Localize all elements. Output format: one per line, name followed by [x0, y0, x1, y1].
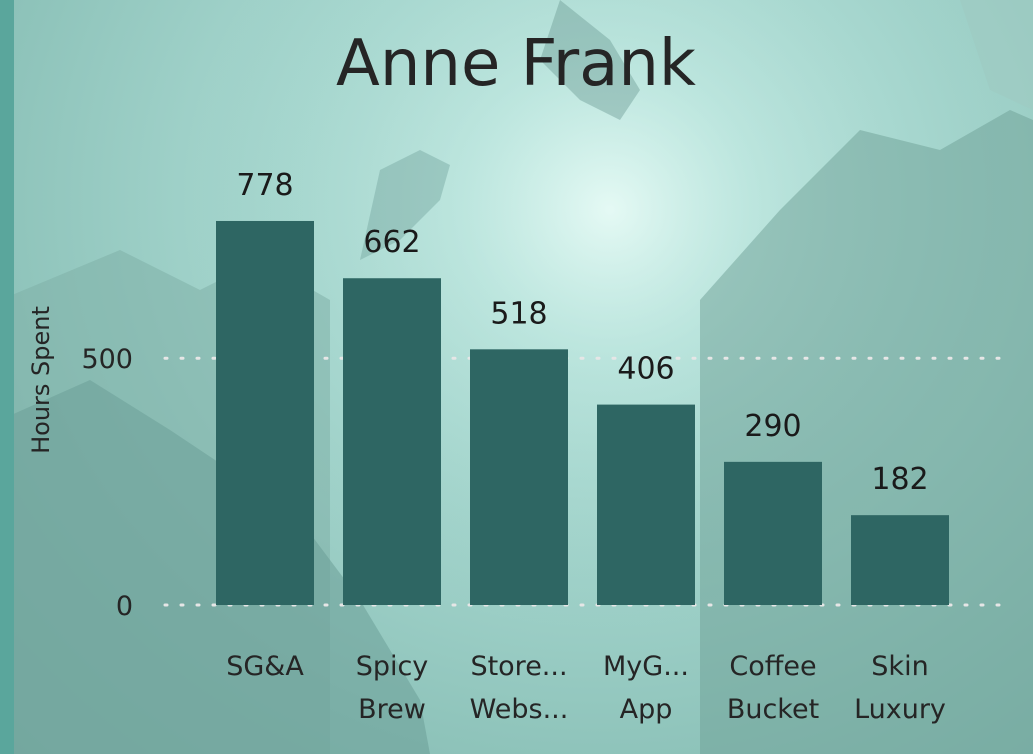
- y-axis-ticks: 0 500: [81, 344, 133, 622]
- category-label-1-line-0: Spicy: [356, 651, 429, 682]
- category-label-4-line-1: Bucket: [727, 694, 819, 725]
- bar-4: [724, 461, 822, 605]
- data-label-1: 662: [363, 225, 420, 260]
- data-labels: 778 662 518 406 290 182: [236, 168, 928, 497]
- category-label-1: Spicy Brew: [356, 651, 429, 725]
- category-label-2-line-1: Webs...: [470, 694, 569, 725]
- category-label-2: Store... Webs...: [470, 651, 569, 725]
- y-axis-title: Hours Spent: [27, 306, 55, 454]
- category-label-0: SG&A: [226, 651, 304, 682]
- data-label-4: 290: [744, 409, 801, 444]
- bar-3: [597, 404, 695, 605]
- bars: [216, 220, 949, 606]
- category-label-3-line-0: MyG...: [603, 651, 689, 682]
- category-label-1-line-1: Brew: [358, 694, 426, 725]
- category-label-4: Coffee Bucket: [727, 651, 819, 725]
- y-tick-label-1: 500: [81, 344, 133, 375]
- category-label-4-line-0: Coffee: [729, 651, 816, 682]
- category-label-5-line-1: Luxury: [854, 694, 946, 725]
- data-label-2: 518: [490, 296, 547, 331]
- x-axis-labels: SG&A Spicy Brew Store... Webs... MyG... App Cof…: [226, 651, 946, 725]
- data-label-5: 182: [871, 462, 928, 497]
- y-tick-label-0: 0: [116, 591, 133, 622]
- category-label-5: Skin Luxury: [854, 651, 946, 725]
- chart-title: Anne Frank: [336, 27, 696, 101]
- category-label-2-line-0: Store...: [470, 651, 567, 682]
- gridlines: [163, 356, 1005, 607]
- category-label-5-line-0: Skin: [871, 651, 928, 682]
- bar-0: [216, 220, 314, 606]
- bar-2: [470, 349, 568, 605]
- category-label-3-line-1: App: [620, 694, 673, 725]
- data-label-3: 406: [617, 352, 674, 387]
- bar-1: [343, 278, 441, 605]
- bar-5: [851, 515, 949, 605]
- data-label-0: 778: [236, 168, 293, 203]
- category-label-3: MyG... App: [603, 651, 689, 725]
- category-label-0-line-0: SG&A: [226, 651, 304, 682]
